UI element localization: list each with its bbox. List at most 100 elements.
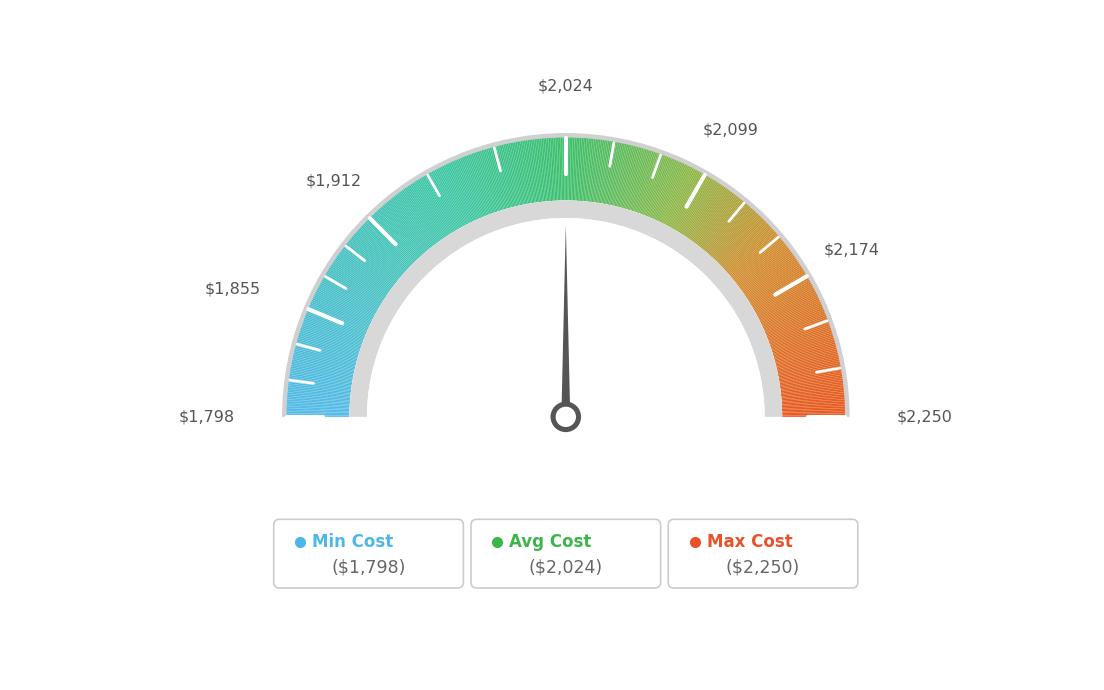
Wedge shape <box>340 250 392 288</box>
Wedge shape <box>289 371 352 383</box>
Wedge shape <box>368 217 414 264</box>
Wedge shape <box>437 168 468 225</box>
Wedge shape <box>569 137 571 201</box>
Wedge shape <box>619 146 637 208</box>
Wedge shape <box>761 296 819 325</box>
Wedge shape <box>296 342 358 360</box>
Wedge shape <box>329 267 383 302</box>
Wedge shape <box>344 244 395 284</box>
Wedge shape <box>408 184 445 238</box>
Wedge shape <box>381 206 424 255</box>
Wedge shape <box>768 319 829 342</box>
Wedge shape <box>782 391 845 398</box>
Wedge shape <box>401 189 439 241</box>
Wedge shape <box>444 164 473 222</box>
Wedge shape <box>611 143 625 206</box>
Wedge shape <box>555 137 559 201</box>
Wedge shape <box>290 368 353 380</box>
Wedge shape <box>703 201 745 251</box>
Wedge shape <box>659 164 688 222</box>
Wedge shape <box>705 204 749 253</box>
Wedge shape <box>452 161 479 219</box>
Wedge shape <box>423 175 457 230</box>
Wedge shape <box>734 241 785 282</box>
Wedge shape <box>729 233 778 276</box>
Wedge shape <box>287 385 351 394</box>
Text: ($1,798): ($1,798) <box>331 559 406 577</box>
Wedge shape <box>298 332 360 353</box>
Wedge shape <box>469 153 492 214</box>
Wedge shape <box>320 280 376 313</box>
Wedge shape <box>661 166 691 224</box>
Wedge shape <box>310 301 369 328</box>
Circle shape <box>551 402 581 432</box>
Wedge shape <box>741 253 794 290</box>
Wedge shape <box>322 277 379 310</box>
Wedge shape <box>649 159 676 218</box>
Wedge shape <box>362 224 408 269</box>
Wedge shape <box>669 170 701 227</box>
Wedge shape <box>714 213 758 260</box>
Wedge shape <box>458 158 484 217</box>
Wedge shape <box>756 285 814 316</box>
Wedge shape <box>755 280 811 313</box>
Wedge shape <box>736 244 787 284</box>
Wedge shape <box>715 214 760 261</box>
Wedge shape <box>318 285 375 316</box>
Text: $1,798: $1,798 <box>179 409 235 424</box>
Wedge shape <box>775 347 838 364</box>
Wedge shape <box>330 264 384 299</box>
Wedge shape <box>686 184 722 237</box>
Wedge shape <box>763 301 821 328</box>
Wedge shape <box>566 137 567 201</box>
Wedge shape <box>601 141 613 204</box>
Wedge shape <box>311 297 370 326</box>
Wedge shape <box>433 170 464 226</box>
Wedge shape <box>671 172 703 228</box>
Wedge shape <box>319 284 375 315</box>
Wedge shape <box>720 220 766 266</box>
Wedge shape <box>707 204 750 254</box>
Wedge shape <box>287 394 350 401</box>
Wedge shape <box>383 204 426 253</box>
Wedge shape <box>606 142 620 205</box>
Wedge shape <box>479 150 500 211</box>
Wedge shape <box>667 169 698 226</box>
Wedge shape <box>753 276 808 309</box>
Wedge shape <box>299 328 361 350</box>
Wedge shape <box>751 271 806 306</box>
Wedge shape <box>481 150 501 210</box>
Wedge shape <box>534 139 543 202</box>
Wedge shape <box>660 165 690 223</box>
Wedge shape <box>378 208 422 257</box>
Wedge shape <box>436 168 466 226</box>
Wedge shape <box>767 315 827 339</box>
Wedge shape <box>465 155 489 215</box>
Wedge shape <box>286 397 350 403</box>
Wedge shape <box>448 162 476 221</box>
Wedge shape <box>576 137 582 201</box>
Wedge shape <box>573 137 576 201</box>
Wedge shape <box>561 137 563 201</box>
Wedge shape <box>403 188 440 241</box>
Wedge shape <box>697 193 736 245</box>
Wedge shape <box>348 239 399 281</box>
Wedge shape <box>753 277 809 310</box>
Wedge shape <box>728 232 777 275</box>
Wedge shape <box>449 161 477 220</box>
Wedge shape <box>522 140 533 203</box>
Wedge shape <box>364 221 411 267</box>
Wedge shape <box>294 351 355 367</box>
Wedge shape <box>311 299 370 327</box>
Wedge shape <box>519 141 531 204</box>
Wedge shape <box>747 266 803 301</box>
Wedge shape <box>752 273 807 307</box>
Wedge shape <box>476 151 498 212</box>
Wedge shape <box>296 340 358 359</box>
Wedge shape <box>315 291 372 321</box>
Wedge shape <box>376 209 421 257</box>
Wedge shape <box>559 137 562 201</box>
Wedge shape <box>765 309 825 335</box>
Wedge shape <box>329 266 384 301</box>
Wedge shape <box>317 286 374 317</box>
